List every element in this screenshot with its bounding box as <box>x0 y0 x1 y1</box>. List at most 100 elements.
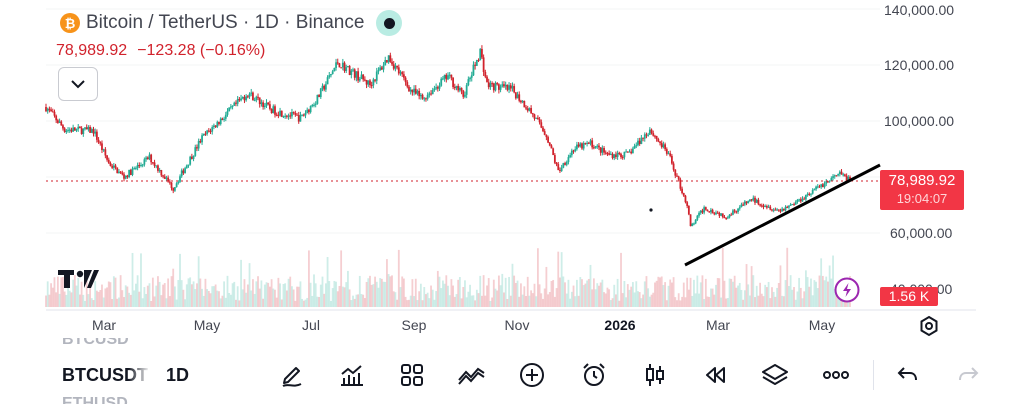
flash-icon[interactable] <box>834 277 860 303</box>
add-button[interactable] <box>517 360 547 390</box>
settings-icon[interactable] <box>918 315 940 337</box>
candle <box>543 131 546 135</box>
tradingview-logo[interactable] <box>58 268 100 290</box>
candle <box>399 72 402 74</box>
volume-bar <box>815 281 817 307</box>
symbol-button[interactable]: BTCUSDT <box>62 365 148 385</box>
candle <box>844 174 846 176</box>
volume-bar <box>708 296 711 307</box>
candle <box>224 114 227 119</box>
candle <box>284 115 287 117</box>
chart-canvas[interactable] <box>0 0 1024 342</box>
volume-bar <box>369 275 371 307</box>
candle <box>262 102 265 108</box>
volume-bar <box>487 278 490 307</box>
alarm-icon <box>583 363 605 386</box>
volume-bar <box>696 275 699 307</box>
candle <box>698 212 700 216</box>
patterns-button[interactable] <box>457 360 487 390</box>
candle <box>285 115 288 117</box>
candle <box>372 79 375 86</box>
symbol-list-next[interactable]: ETHUSD <box>62 396 128 404</box>
volume-bar <box>693 279 695 307</box>
more-button[interactable] <box>821 360 851 390</box>
candle <box>274 106 276 115</box>
candle <box>827 181 829 183</box>
volume-bar <box>596 283 599 307</box>
volume-bar <box>151 277 154 307</box>
candle <box>126 175 129 178</box>
volume-bar <box>638 292 641 307</box>
candle <box>732 210 734 215</box>
candle <box>240 98 242 101</box>
volume-bar <box>474 300 477 307</box>
candle <box>492 83 495 91</box>
collapse-button[interactable] <box>58 67 98 101</box>
symbol-header[interactable]: ₿ Bitcoin / TetherUS · 1D · Binance <box>60 10 403 36</box>
candle <box>114 165 117 168</box>
volume-bar <box>550 281 553 307</box>
volume-bar <box>676 300 678 307</box>
candle <box>769 206 772 210</box>
candle <box>796 199 799 202</box>
volume-bar <box>684 297 687 307</box>
candle <box>352 69 354 71</box>
candle <box>606 153 609 155</box>
candle <box>165 177 168 179</box>
candle <box>201 135 203 143</box>
volume-bar <box>526 276 529 307</box>
timeframe-button[interactable]: 1D <box>166 365 190 385</box>
candle <box>594 146 597 149</box>
volume-bar <box>387 274 390 307</box>
volume-bar <box>150 300 153 307</box>
volume-bar <box>348 289 351 307</box>
candle <box>129 169 132 175</box>
candle <box>207 130 210 132</box>
candle <box>716 212 719 214</box>
volume-bar <box>749 295 751 307</box>
volume-bar <box>389 276 392 307</box>
candle <box>623 151 626 158</box>
market-status-button[interactable] <box>376 10 403 36</box>
volume-bar <box>185 284 188 307</box>
redo-button[interactable] <box>953 360 983 390</box>
candle <box>528 108 531 111</box>
layers-button[interactable] <box>760 360 790 390</box>
volume-bar <box>218 291 220 307</box>
volume-bar <box>438 276 441 307</box>
candle <box>553 155 556 163</box>
volume-bar <box>211 286 214 307</box>
draw-tool-button[interactable] <box>277 360 307 390</box>
alert-button[interactable] <box>579 360 609 390</box>
volume-bar <box>821 275 824 307</box>
candle <box>565 162 568 165</box>
candle <box>187 164 190 166</box>
candle <box>228 107 231 112</box>
volume-bar <box>654 282 656 307</box>
volume-bar <box>68 290 71 307</box>
volume-bar <box>657 276 660 307</box>
candle <box>501 84 504 87</box>
layouts-button[interactable] <box>397 360 427 390</box>
candle <box>833 175 836 177</box>
candle <box>648 129 651 135</box>
symbol-list-prev[interactable]: BTCUSD <box>62 338 129 348</box>
candle <box>560 167 563 172</box>
chart-type-button[interactable] <box>640 360 670 390</box>
replay-button[interactable] <box>700 360 730 390</box>
volume-bar <box>133 290 136 307</box>
volume-bar <box>136 275 139 307</box>
candle <box>840 171 843 175</box>
volume-bar <box>250 290 253 307</box>
indicators-button[interactable] <box>337 360 367 390</box>
candle <box>630 151 633 154</box>
candle <box>550 145 553 149</box>
candle <box>128 169 131 178</box>
undo-button[interactable] <box>893 360 923 390</box>
candle <box>258 97 261 105</box>
candle <box>257 96 259 98</box>
candle <box>360 74 363 79</box>
time-label-2026: 2026 <box>604 317 636 333</box>
candle <box>116 167 119 174</box>
candle <box>392 64 395 69</box>
